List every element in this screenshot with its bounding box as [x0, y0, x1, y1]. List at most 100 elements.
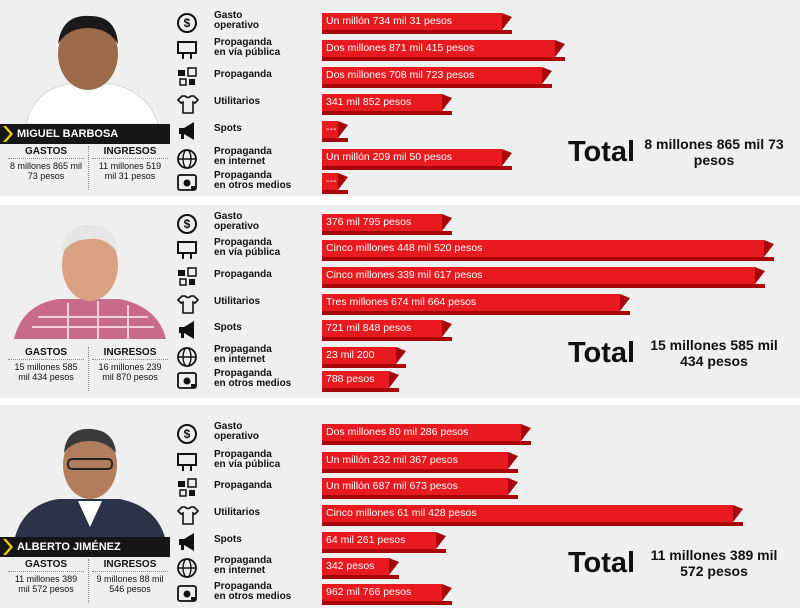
category-label: Gasto operativo — [214, 421, 260, 442]
stats-divider — [88, 146, 89, 190]
expense-bar: 23 mil 200 — [322, 347, 406, 364]
tshirt-icon — [176, 504, 206, 526]
megaphone-icon — [176, 120, 206, 142]
category-label: Propaganda — [214, 269, 272, 280]
tshirt-icon — [176, 293, 206, 315]
expense-bar: --- — [322, 173, 348, 190]
dollar-icon: $ — [176, 423, 206, 445]
megaphone-icon — [176, 531, 206, 553]
category-label: Spots — [214, 534, 242, 545]
gastos-value: 11 millones 389 mil 572 pesos — [14, 574, 78, 594]
candidate-panel: ALBERTO JIMÉNEZ GASTOS 11 millones 389 m… — [0, 405, 800, 608]
bar-shadow — [322, 190, 348, 194]
expense-bars: $ Gasto operativo Un millón 734 mil 31 peso… — [176, 0, 796, 196]
bar-shadow — [322, 469, 519, 473]
candidate-photo — [8, 415, 170, 541]
globe-icon — [176, 557, 206, 579]
expense-bars: $ Gasto operativo 376 mil 795 pesos Propagan… — [176, 205, 796, 398]
total-value: 8 millones 865 mil 73 pesos — [644, 136, 784, 168]
category-label: Propaganda en vía pública — [214, 37, 281, 58]
expense-bar: 962 mil 766 pesos — [322, 584, 453, 601]
ingresos-header: INGRESOS — [92, 347, 168, 360]
bar-shadow — [322, 441, 532, 445]
expense-bar: Dos millones 80 mil 286 pesos — [322, 424, 532, 441]
candidate-name: ALBERTO JIMÉNEZ — [0, 537, 170, 557]
bar-shadow — [322, 388, 400, 392]
expense-bar: Tres millones 674 mil 664 pesos — [322, 294, 631, 311]
ingresos-value: 16 millones 239 mil 870 pesos — [98, 362, 162, 382]
bar-shadow — [322, 284, 766, 288]
svg-text:$: $ — [184, 217, 191, 231]
category-label: Propaganda en internet — [214, 555, 272, 576]
expense-bar: 721 mil 848 pesos — [322, 320, 453, 337]
category-label: Utilitarios — [214, 96, 261, 107]
bar-shadow — [322, 57, 565, 61]
ingresos-value: 9 millones 88 mil 546 pesos — [96, 574, 164, 594]
category-label: Propaganda en internet — [214, 344, 272, 365]
billboard-icon — [176, 239, 206, 261]
bar-shadow — [322, 166, 512, 170]
candidate-photo — [8, 213, 170, 339]
total-value: 11 millones 389 mil 572 pesos — [650, 547, 778, 579]
chevron-marker-icon — [3, 539, 13, 555]
expense-bar: 64 mil 261 pesos — [322, 532, 446, 549]
propaganda-icon — [176, 477, 206, 499]
category-label: Propaganda — [214, 69, 272, 80]
ingresos-column: INGRESOS 11 millones 519 mil 31 pesos — [92, 146, 168, 181]
expense-bar: Un millón 209 mil 50 pesos — [322, 149, 512, 166]
gastos-header: GASTOS — [8, 347, 84, 360]
propaganda-icon — [176, 266, 206, 288]
globe-icon — [176, 148, 206, 170]
bar-shadow — [322, 311, 631, 315]
category-label: Utilitarios — [214, 296, 261, 307]
category-label: Spots — [214, 123, 242, 134]
expense-bar: Cinco millones 448 mil 520 pesos — [322, 240, 774, 257]
category-label: Propaganda en otros medios — [214, 581, 292, 602]
candidate-panel: MIGUEL BARBOSA GASTOS 8 millones 865 mil… — [0, 0, 800, 196]
globe-icon — [176, 346, 206, 368]
candidate-panel: GASTOS 15 millones 585 mil 434 pesos ING… — [0, 205, 800, 398]
category-label: Gasto operativo — [214, 211, 260, 232]
megaphone-icon — [176, 319, 206, 341]
expense-bar: 376 mil 795 pesos — [322, 214, 453, 231]
bar-shadow — [322, 495, 519, 499]
ingresos-column: INGRESOS 16 millones 239 mil 870 pesos — [92, 347, 168, 382]
bar-shadow — [322, 522, 743, 526]
bar-shadow — [322, 257, 774, 261]
bar-shadow — [322, 364, 406, 368]
media-icon — [176, 172, 206, 194]
category-label: Propaganda en vía pública — [214, 449, 281, 470]
category-label: Propaganda en vía pública — [214, 237, 281, 258]
svg-text:$: $ — [184, 427, 191, 441]
bar-shadow — [322, 601, 453, 605]
media-icon — [176, 583, 206, 605]
expense-bar: Dos millones 871 mil 415 pesos — [322, 40, 565, 57]
category-label: Propaganda en otros medios — [214, 368, 292, 389]
category-label: Propaganda — [214, 480, 272, 491]
candidate-name-text: MIGUEL BARBOSA — [17, 128, 119, 140]
expense-bar: Un millón 687 mil 673 pesos — [322, 478, 519, 495]
bar-shadow — [322, 138, 348, 142]
category-label: Propaganda en otros medios — [214, 170, 292, 191]
gastos-header: GASTOS — [8, 559, 84, 572]
propaganda-icon — [176, 66, 206, 88]
bar-shadow — [322, 30, 512, 34]
expense-bar: Cinco millones 61 mil 428 pesos — [322, 505, 743, 522]
gastos-value: 8 millones 865 mil 73 pesos — [9, 161, 83, 181]
bar-shadow — [322, 231, 453, 235]
expense-bar: Cinco millones 339 mil 617 pesos — [322, 267, 766, 284]
expense-bar: 342 pesos — [322, 558, 400, 575]
stats-divider — [88, 347, 89, 391]
bar-shadow — [322, 84, 552, 88]
total-word: Total — [568, 136, 636, 168]
total-value: 15 millones 585 mil 434 pesos — [650, 337, 778, 369]
gastos-header: GASTOS — [8, 146, 84, 159]
total-word: Total — [568, 337, 636, 369]
expense-bar: 341 mil 852 pesos — [322, 94, 453, 111]
media-icon — [176, 370, 206, 392]
ingresos-value: 11 millones 519 mil 31 pesos — [98, 161, 162, 181]
category-label: Utilitarios — [214, 507, 261, 518]
candidate-name-text: ALBERTO JIMÉNEZ — [17, 541, 121, 553]
ingresos-header: INGRESOS — [92, 559, 168, 572]
chevron-marker-icon — [3, 126, 13, 142]
